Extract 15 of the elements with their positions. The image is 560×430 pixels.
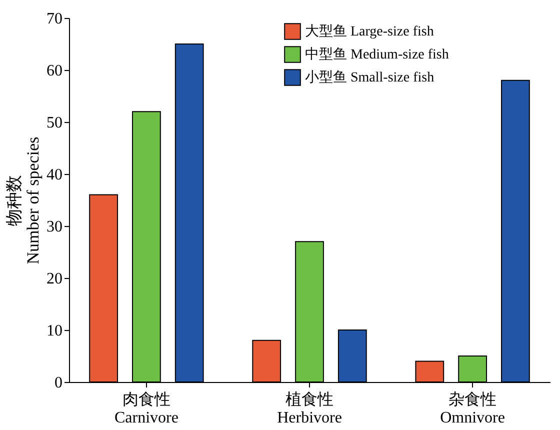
x-tick-label: 肉食性 Carnivore	[114, 390, 178, 426]
y-tick-label: 0	[54, 374, 62, 392]
y-tick-label: 70	[46, 10, 62, 28]
y-tick-label: 20	[46, 270, 62, 288]
legend-label: 中型鱼 Medium-size fish	[305, 46, 449, 62]
x-tick-label: 植食性 Herbivore	[277, 390, 342, 426]
y-tick-label: 40	[46, 166, 62, 184]
y-tick-label: 60	[46, 62, 62, 80]
y-tick-label: 30	[46, 218, 62, 236]
legend-label: 小型鱼 Small-size fish	[305, 70, 434, 86]
y-tick-label: 10	[46, 322, 62, 340]
y-axis-title: 物种数 Number of species	[4, 136, 42, 264]
y-tick-label: 50	[46, 114, 62, 132]
legend-label: 大型鱼 Large-size fish	[305, 24, 434, 40]
x-tick-label: 杂食性 Omnivore	[440, 390, 505, 426]
